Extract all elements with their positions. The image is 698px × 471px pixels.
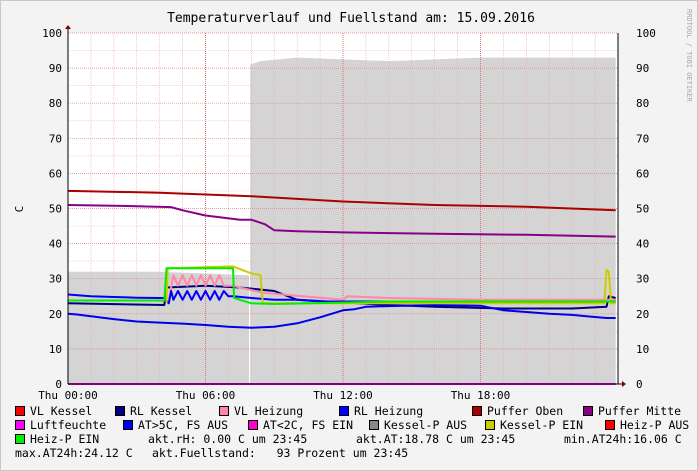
legend-swatch bbox=[472, 406, 482, 416]
chart-canvas: Temperaturverlauf und Fuellstand am: 15.… bbox=[13, 9, 693, 401]
y-tick-label-right: 100 bbox=[636, 27, 656, 40]
grid bbox=[67, 32, 619, 385]
y-tick-label: 0 bbox=[55, 378, 62, 391]
y-tick-label-right: 60 bbox=[636, 167, 649, 180]
legend-swatch bbox=[369, 420, 379, 430]
legend-item: Luftfeuchte bbox=[15, 418, 106, 432]
legend-label: Heiz-P EIN bbox=[30, 432, 100, 446]
stat-fuellstand: akt.Fuellstand: 93 Prozent um 23:45 bbox=[152, 446, 409, 460]
legend-swatch bbox=[583, 406, 593, 416]
tick-labels: 0 0 10 10 20 20 30 30 40 40 50 50 60 60 70 70 80 80 90 90 10… bbox=[38, 27, 656, 401]
y-axis-label: C bbox=[13, 206, 26, 213]
y-tick-label-right: 30 bbox=[636, 273, 649, 286]
y-tick-label: 50 bbox=[49, 203, 62, 216]
x-tick-label: Thu 18:00 bbox=[451, 389, 511, 401]
legend-swatch bbox=[123, 420, 133, 430]
axes bbox=[65, 25, 626, 387]
y-tick-label: 30 bbox=[49, 273, 62, 286]
y-tick-label-right: 70 bbox=[636, 132, 649, 145]
legend-swatch bbox=[115, 406, 125, 416]
y-tick-label: 40 bbox=[49, 238, 62, 251]
legend-item: Heiz-P EIN bbox=[15, 432, 99, 446]
x-tick-label: Thu 00:00 bbox=[38, 389, 98, 401]
x-tick-label: Thu 06:00 bbox=[176, 389, 236, 401]
legend-swatch bbox=[15, 406, 25, 416]
legend-swatch bbox=[248, 420, 258, 430]
stat-at: akt.AT:18.78 C um 23:45 bbox=[356, 432, 516, 446]
chart-title: Temperaturverlauf und Fuellstand am: 15.… bbox=[167, 11, 535, 26]
legend-item: RL Kessel bbox=[115, 404, 192, 418]
y-tick-label-right: 0 bbox=[636, 378, 643, 391]
legend-label: Puffer Mitte bbox=[598, 404, 682, 418]
stat-min: min.AT24h:16.06 C bbox=[564, 432, 682, 446]
y-tick-label: 90 bbox=[49, 62, 62, 75]
legend-label: Kessel-P EIN bbox=[500, 418, 584, 432]
legend-item: RL Heizung bbox=[339, 404, 423, 418]
series-line-heiz-p-ein bbox=[68, 267, 616, 305]
legend-label: AT<2C, FS EIN bbox=[263, 418, 354, 432]
legend-swatch bbox=[15, 420, 25, 430]
series-lines bbox=[67, 189, 616, 385]
y-tick-label: 100 bbox=[42, 27, 62, 40]
legend-label: RL Kessel bbox=[130, 404, 193, 418]
y-tick-label: 70 bbox=[49, 132, 62, 145]
series-line-vl-heizung bbox=[167, 274, 616, 301]
legend-label: Puffer Oben bbox=[487, 404, 564, 418]
y-tick-label-right: 50 bbox=[636, 203, 649, 216]
legend-swatch bbox=[15, 434, 25, 444]
legend-label: VL Kessel bbox=[30, 404, 93, 418]
legend-swatch bbox=[485, 420, 495, 430]
stat-max: max.AT24h:24.12 C bbox=[15, 446, 133, 460]
legend-item: AT>5C, FS AUS bbox=[123, 418, 228, 432]
legend-item: AT<2C, FS EIN bbox=[248, 418, 353, 432]
series-line-puffer-mitte bbox=[67, 204, 616, 238]
legend-label: AT>5C, FS AUS bbox=[138, 418, 229, 432]
legend-label: RL Heizung bbox=[354, 404, 424, 418]
legend-swatch bbox=[219, 406, 229, 416]
legend-label: Kessel-P AUS bbox=[384, 418, 468, 432]
legend-swatch bbox=[339, 406, 349, 416]
series-line-puffer-oben bbox=[67, 189, 616, 212]
y-tick-label-right: 80 bbox=[636, 97, 649, 110]
y-tick-label-right: 10 bbox=[636, 343, 649, 356]
y-tick-label-right: 90 bbox=[636, 62, 649, 75]
stat-rh: akt.rH: 0.00 C um 23:45 bbox=[148, 432, 308, 446]
y-axis-arrow bbox=[65, 25, 71, 29]
legend-label: VL Heizung bbox=[234, 404, 304, 418]
legend-item: Kessel-P AUS bbox=[369, 418, 467, 432]
series-line-at-5c-fs-aus bbox=[67, 304, 616, 329]
watermark: RRDTOOL / TOBI OETIKER bbox=[685, 9, 693, 103]
legend-item: Heiz-P AUS bbox=[605, 418, 689, 432]
y-tick-label: 80 bbox=[49, 97, 62, 110]
y-tick-label: 20 bbox=[49, 308, 62, 321]
x-tick-label: Thu 12:00 bbox=[313, 389, 373, 401]
legend-label: Luftfeuchte bbox=[30, 418, 107, 432]
legend-item: Kessel-P EIN bbox=[485, 418, 583, 432]
legend-item: Puffer Oben bbox=[472, 404, 563, 418]
y-tick-label-right: 20 bbox=[636, 308, 649, 321]
y-tick-label: 10 bbox=[49, 343, 62, 356]
legend-item: VL Heizung bbox=[219, 404, 303, 418]
legend-swatch bbox=[605, 420, 615, 430]
legend-item: Puffer Mitte bbox=[583, 404, 681, 418]
legend-label: Heiz-P AUS bbox=[620, 418, 690, 432]
y-tick-label-right: 40 bbox=[636, 238, 649, 251]
legend-item: VL Kessel bbox=[15, 404, 92, 418]
y-tick-label: 60 bbox=[49, 167, 62, 180]
x-axis-arrow bbox=[622, 381, 626, 387]
